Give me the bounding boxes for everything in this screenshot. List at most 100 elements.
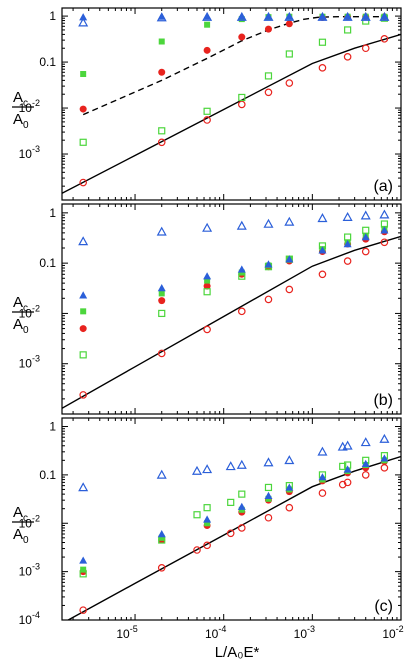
data-point — [203, 541, 211, 550]
data-point — [362, 226, 370, 234]
plot-frame — [61, 417, 402, 621]
y-tick-exponent: -2 — [32, 513, 40, 523]
y-tick-label: 1 — [49, 420, 56, 434]
data-point — [285, 50, 293, 58]
data-point — [264, 260, 273, 268]
series-filled-triangle-blue — [79, 12, 389, 21]
data-point — [361, 233, 370, 241]
data-point — [360, 437, 371, 447]
y-label-den-base: A — [13, 111, 23, 128]
x-tick-label: 10-5 — [116, 624, 137, 641]
data-point — [380, 464, 389, 472]
series-filled-triangle-blue — [79, 226, 389, 299]
data-point — [264, 491, 273, 499]
data-point — [204, 277, 211, 284]
data-point — [238, 490, 246, 498]
data-point — [380, 35, 389, 43]
dashed-guide-line — [82, 16, 385, 116]
y-tick-exponent: -4 — [32, 610, 40, 620]
y-tick-base: 10 — [19, 357, 33, 371]
data-point — [361, 471, 370, 479]
data-point — [78, 236, 89, 246]
data-point — [264, 12, 273, 20]
data-point — [317, 446, 328, 456]
data-point — [318, 12, 327, 20]
series-open-square-green — [79, 220, 389, 359]
data-point — [318, 270, 327, 279]
x-tick-exponent: -3 — [307, 624, 315, 634]
y-label-den-sub: 0 — [23, 325, 29, 336]
data-point — [360, 210, 371, 220]
data-point — [79, 105, 87, 113]
data-point — [156, 226, 167, 236]
data-point — [380, 454, 389, 462]
data-point — [80, 71, 87, 78]
data-point — [380, 226, 389, 234]
y-tick-label: 0.1 — [39, 256, 56, 270]
y-tick-label: 10-3 — [19, 354, 40, 371]
data-point — [264, 72, 273, 80]
data-point — [225, 461, 236, 471]
x-ticks — [72, 204, 402, 414]
y-tick-exponent: -2 — [32, 303, 40, 313]
plot-frame — [61, 7, 402, 201]
x-tick-base: 10 — [294, 627, 308, 641]
data-point — [202, 464, 213, 474]
y-tick-base: 10 — [19, 613, 33, 627]
x-tick-label: 10-4 — [205, 624, 226, 641]
x-tick-exponent: -2 — [396, 624, 404, 634]
data-point — [193, 511, 201, 519]
y-tick-label: 0.1 — [39, 55, 56, 69]
series-filled-triangle-blue — [79, 454, 389, 564]
panels: 10-310-20.11AcA0(a)10-310-20.11AcA0(b)10… — [12, 7, 404, 641]
data-point — [317, 213, 328, 223]
y-label-den-sub: 0 — [23, 535, 29, 546]
data-point — [191, 465, 203, 475]
data-point — [226, 529, 235, 538]
x-tick-label: 10-3 — [294, 624, 315, 641]
data-point — [264, 483, 273, 492]
series-filled-circle-red — [79, 228, 388, 333]
data-point — [158, 127, 166, 135]
x-tick-base: 10 — [205, 627, 219, 641]
series-open-square-green — [79, 14, 389, 146]
data-point — [203, 116, 211, 124]
data-point — [285, 483, 294, 491]
y-label-numerator: Ac — [13, 504, 28, 524]
plot-area — [62, 11, 401, 194]
data-point — [158, 68, 166, 76]
y-label-denominator: A0 — [13, 111, 29, 131]
data-point — [227, 498, 235, 506]
x-tick-label: 10-2 — [382, 624, 403, 641]
data-point — [158, 290, 165, 297]
data-point — [343, 240, 352, 248]
data-point — [79, 178, 87, 187]
data-point — [361, 12, 370, 20]
data-point — [202, 222, 213, 232]
data-point — [264, 513, 273, 522]
data-point — [80, 308, 87, 315]
y-tick-base: 10 — [19, 516, 33, 530]
data-point — [318, 64, 327, 72]
y-label-num-sub: c — [23, 303, 28, 314]
plot-frame — [61, 203, 402, 415]
series-open-circle-red — [79, 238, 389, 399]
data-point — [203, 107, 211, 115]
y-tick-base: 10 — [19, 306, 33, 320]
data-point — [79, 606, 87, 614]
data-point — [264, 88, 273, 97]
data-point — [361, 459, 370, 467]
data-point — [380, 12, 389, 20]
data-point — [285, 285, 294, 294]
data-point — [203, 46, 211, 54]
data-point — [158, 38, 165, 45]
solid-fit-line — [62, 235, 401, 409]
panel-label: (a) — [373, 178, 393, 195]
data-point — [237, 307, 246, 316]
y-tick-exponent: -2 — [32, 98, 40, 108]
data-point — [236, 459, 247, 469]
